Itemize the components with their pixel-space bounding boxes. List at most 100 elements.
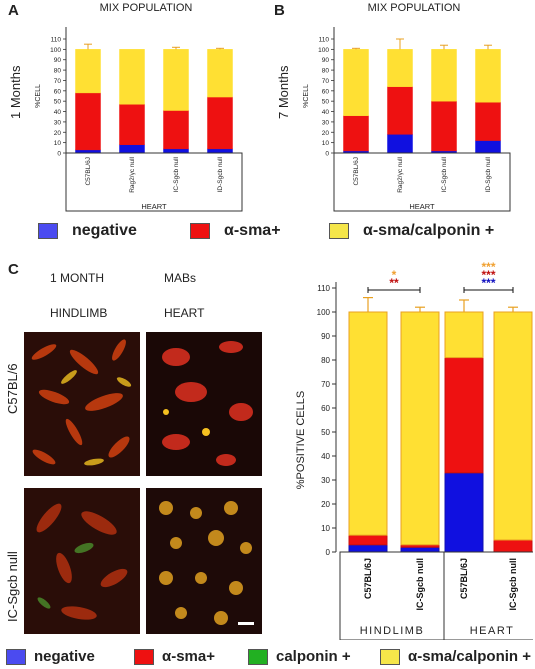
chart-a: MIX POPULATION %CELL 0 10 20 30 40 50 60 70 80 90 10… <box>35 2 243 212</box>
chart-c-group-box-heart <box>443 551 533 640</box>
legend-label-negative: negative <box>72 222 137 239</box>
legend-bottom-label-negative: negative <box>34 648 95 665</box>
micrograph-c57-heart <box>146 332 262 476</box>
panel-a-side-label: 1 Months <box>8 65 23 119</box>
chart-b-xlabel: HEART <box>409 202 435 211</box>
c-row1-label: C57BL/6 <box>5 363 20 414</box>
chart-b-xbox <box>333 152 511 212</box>
c-col2-sub: HEART <box>164 306 205 320</box>
micrograph-icsgcb-heart <box>146 488 262 634</box>
c-col1-sub: HINDLIMB <box>50 306 108 320</box>
chart-b-bar-asma <box>387 86 413 135</box>
panel-b-side-label: 7 Months <box>276 65 291 119</box>
chart-b-ytick-label: 0 <box>325 151 329 158</box>
chart-b-xtick-label: Rag2/γc null <box>397 156 404 192</box>
legend-swatch-asma <box>190 223 210 239</box>
chart-a-xtick-label: ID-Sgcb null <box>217 156 224 192</box>
panel-a-letter: A <box>8 2 19 19</box>
chart-b-bar-negative <box>387 134 413 154</box>
chart-a-ytick-label: 80 <box>54 68 62 75</box>
legend-swatch-both <box>329 223 349 239</box>
chart-b-bar-negative <box>475 140 501 154</box>
c-row2-label: IC-Sgcb null <box>5 551 20 622</box>
chart-c-bar-both <box>348 311 388 536</box>
chart-b-ytick-label: 10 <box>322 140 330 147</box>
chart-c-sig-stars: *** <box>481 276 495 290</box>
chart-a-ytick-label: 110 <box>51 37 62 44</box>
chart-b-ytick-label: 70 <box>322 78 330 85</box>
chart-a-ytick-label: 30 <box>54 119 62 126</box>
chart-c: %POSITIVE CELLS 0 10 20 30 40 50 60 70 80 90 100 110… <box>295 260 533 640</box>
micrograph-c57-hindlimb <box>24 332 140 476</box>
chart-c-bar-negative <box>400 546 440 553</box>
chart-a-bar-asma <box>75 92 101 151</box>
scale-bar <box>238 622 254 625</box>
chart-c-group-label-heart: HEART <box>470 625 515 637</box>
chart-b-title: MIX POPULATION <box>368 2 461 14</box>
chart-c-sig-stars: *** <box>481 260 495 274</box>
chart-c-group-label-hindlimb: HINDLIMB <box>360 625 425 637</box>
chart-c-xtick-label: C57BL/6J <box>363 558 373 599</box>
chart-b-ytick-label: 50 <box>322 99 330 106</box>
chart-a-bar-asma <box>207 96 233 150</box>
chart-b-ytick-label: 60 <box>322 88 330 95</box>
chart-c-bar-both <box>400 311 440 546</box>
chart-a-ytick-label: 40 <box>54 109 62 116</box>
chart-c-bar-both <box>493 311 533 541</box>
chart-a-ytick-label: 20 <box>54 130 62 137</box>
chart-b-ytick-label: 100 <box>318 47 329 54</box>
legend-bottom-swatch-both <box>380 648 400 665</box>
chart-b-ytick-label: 40 <box>322 109 330 116</box>
chart-b-ytick-label: 110 <box>319 37 330 44</box>
chart-a-bar-negative <box>207 148 233 154</box>
chart-a-ytick-label: 60 <box>54 88 62 95</box>
chart-b-ytick-label: 20 <box>322 130 330 137</box>
chart-a-ytick-label: 70 <box>54 78 62 85</box>
chart-c-ytick-label: 60 <box>321 404 330 413</box>
chart-c-bar-asma <box>444 357 484 474</box>
legend-bottom: negative α-sma+ calponin + α-sma/calponi… <box>6 648 531 665</box>
chart-c-xtick-label: IC-Sgcb null <box>508 558 518 611</box>
chart-c-bar-both <box>444 311 484 359</box>
chart-c-ytick-label: 40 <box>321 452 330 461</box>
c-col1-top: 1 MONTH <box>50 271 104 285</box>
chart-a-bar-both <box>163 49 189 111</box>
legend-label-both: α-sma/calponin + <box>363 222 495 239</box>
legend-bottom-label-calponin: calponin + <box>276 648 351 665</box>
chart-a-bar-negative <box>119 144 145 154</box>
chart-a-xlabel: HEART <box>141 202 167 211</box>
chart-b-bar-both <box>475 49 501 103</box>
chart-c-ytick-label: 100 <box>317 308 331 317</box>
chart-c-xtick-label: IC-Sgcb null <box>415 558 425 611</box>
chart-a-ylabel: %CELL <box>35 84 42 108</box>
chart-a-ytick-label: 90 <box>54 57 62 64</box>
legend-bottom-label-asma: α-sma+ <box>162 648 215 665</box>
chart-b-ytick-label: 90 <box>322 57 330 64</box>
chart-a-bar-asma <box>163 110 189 150</box>
legend-bottom-label-both: α-sma/calponin + <box>408 648 532 665</box>
chart-c-bar-asma <box>348 534 388 546</box>
chart-c-ytick-label: 0 <box>326 548 331 557</box>
chart-b-ylabel: %CELL <box>303 84 310 108</box>
chart-b-bar-both <box>343 49 369 116</box>
chart-c-sig-stars: * <box>392 268 397 282</box>
panel-b-letter: B <box>274 2 285 19</box>
legend-bottom-swatch-calponin <box>248 648 268 665</box>
chart-b: MIX POPULATION %CELL 0 10 20 30 40 50 60 70 80 90 10… <box>303 2 511 212</box>
chart-b-bar-asma <box>431 100 457 152</box>
chart-c-ylabel: %POSITIVE CELLS <box>295 391 307 489</box>
chart-c-bar-negative <box>348 544 388 553</box>
chart-b-bar-both <box>431 49 457 102</box>
chart-a-bar-asma <box>119 104 145 145</box>
chart-c-bar-negative <box>444 472 484 553</box>
chart-b-ytick-label: 80 <box>322 68 330 75</box>
legend-bottom-swatch-negative <box>6 648 26 665</box>
chart-c-xtick-label: C57BL/6J <box>459 558 469 599</box>
chart-c-ytick-label: 80 <box>321 356 330 365</box>
chart-c-ytick-label: 50 <box>321 428 330 437</box>
chart-b-bar-both <box>387 49 413 87</box>
chart-b-ytick-label: 30 <box>322 119 330 126</box>
legend-swatch-negative <box>38 223 58 239</box>
chart-b-bar-asma <box>343 115 369 152</box>
chart-a-bar-both <box>75 49 101 94</box>
